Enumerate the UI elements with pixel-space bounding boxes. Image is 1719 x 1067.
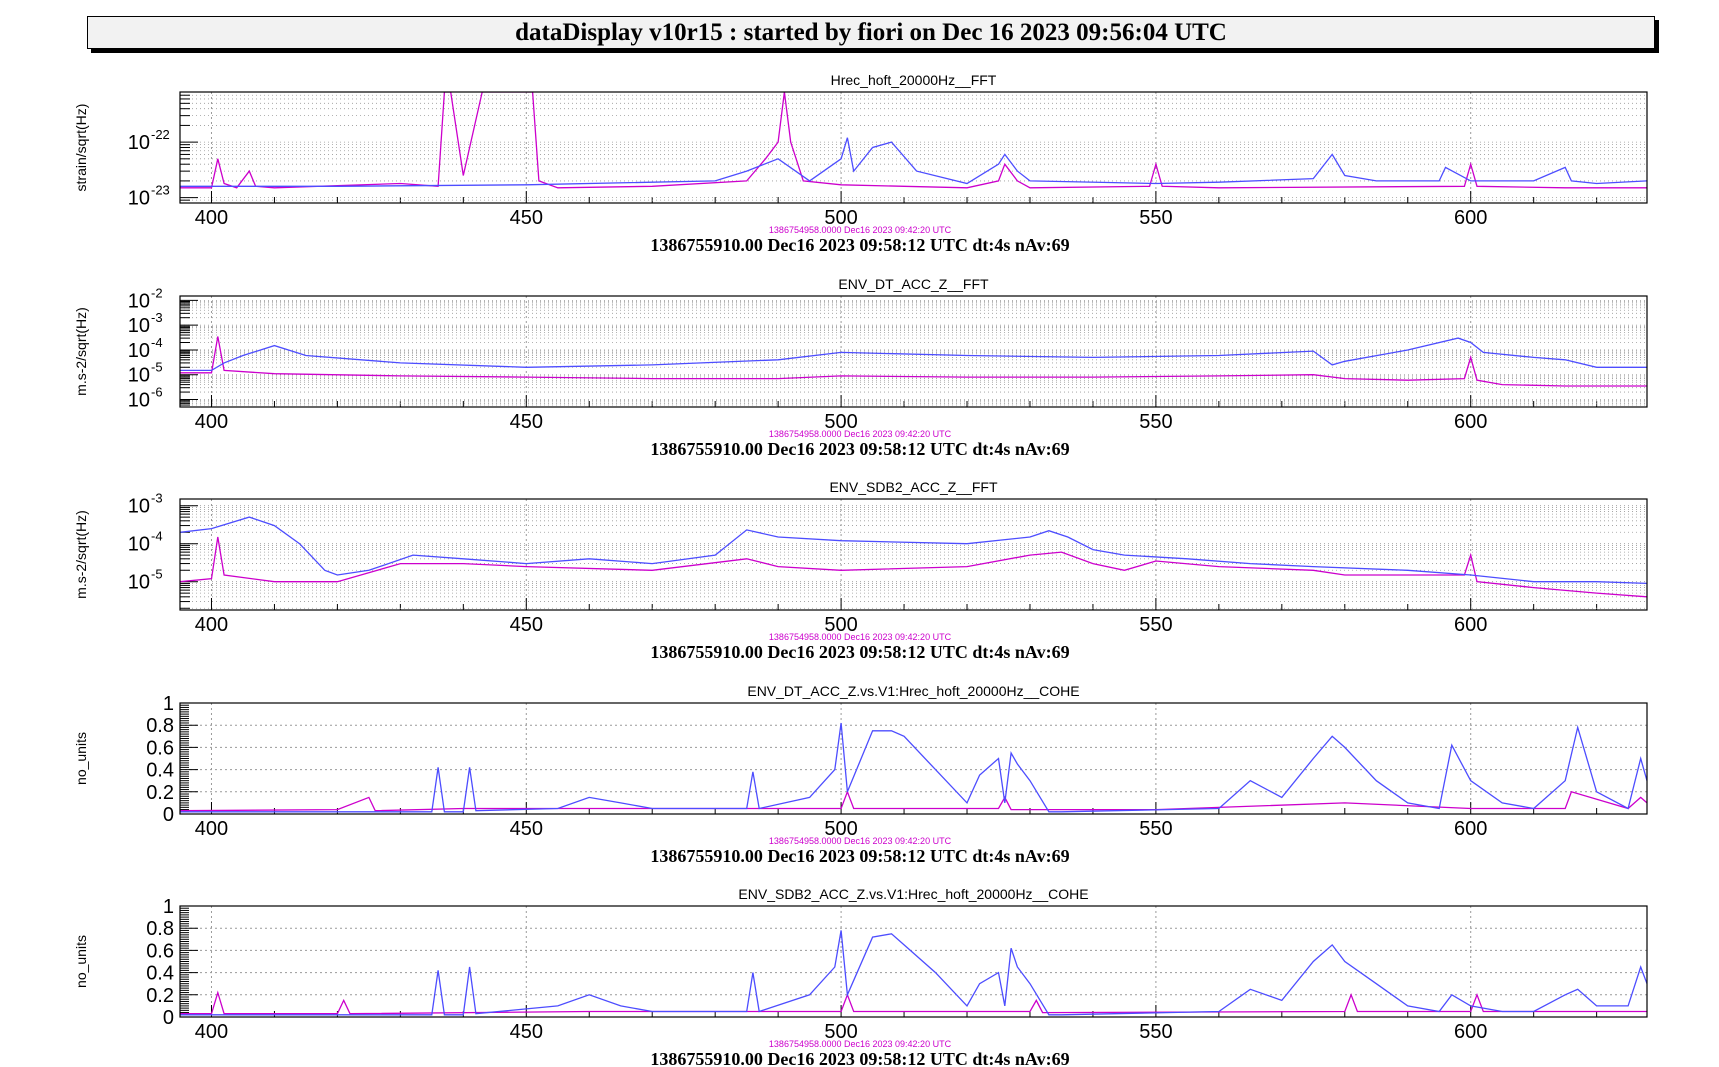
y-tick-exponent: -5 [151, 360, 163, 375]
plot-frame [179, 905, 1648, 1018]
plot-footer: 1386755910.00 Dec16 2023 09:58:12 UTC dt… [650, 846, 1069, 866]
y-tick-exponent: -4 [151, 335, 163, 350]
plot-footer: 1386755910.00 Dec16 2023 09:58:12 UTC dt… [650, 1049, 1069, 1067]
y-axis-label: m.s-2/sqrt(Hz) [73, 307, 89, 396]
x-tick-label: 550 [1139, 411, 1172, 433]
y-axis-label: no_units [73, 732, 89, 785]
y-tick-label: 0.6 [146, 737, 174, 759]
x-tick-label: 450 [510, 1021, 543, 1043]
y-axis-label: strain/sqrt(Hz) [73, 104, 89, 192]
y-tick-exponent: -23 [151, 183, 170, 198]
y-tick-label: 0.4 [146, 760, 174, 782]
y-tick-label: 0.8 [146, 918, 174, 940]
x-tick-label: 450 [510, 207, 543, 229]
y-tick-label: 0.6 [146, 940, 174, 962]
x-tick-label: 400 [195, 614, 228, 636]
x-tick-label: 600 [1454, 818, 1487, 840]
plot-footer: 1386755910.00 Dec16 2023 09:58:12 UTC dt… [650, 439, 1069, 459]
x-tick-label: 500 [824, 1021, 857, 1043]
y-tick-label: 10 [128, 132, 150, 154]
plot-title: Hrec_hoft_20000Hz__FFT [831, 72, 997, 88]
x-tick-label: 450 [510, 614, 543, 636]
x-tick-label: 550 [1139, 1021, 1172, 1043]
y-tick-label: 10 [128, 315, 150, 337]
reference-label: 1386754958.0000 Dec16 2023 09:42:20 UTC [769, 836, 952, 846]
display-title-banner: dataDisplay v10r15 : started by fiori on… [87, 16, 1655, 49]
y-tick-label: 0.8 [146, 715, 174, 737]
y-tick-label: 0 [163, 804, 174, 826]
current-trace [180, 722, 1647, 813]
x-tick-label: 400 [195, 818, 228, 840]
plot-frame [179, 498, 1648, 611]
y-tick-label: 10 [128, 572, 150, 594]
plot-title: ENV_SDB2_ACC_Z__FFT [829, 479, 998, 495]
x-tick-label: 550 [1139, 818, 1172, 840]
reference-trace [180, 536, 1647, 598]
current-trace [180, 516, 1647, 585]
reference-trace [180, 990, 1647, 1015]
y-axis-label: no_units [73, 935, 89, 988]
y-tick-exponent: -5 [151, 567, 163, 582]
y-tick-label: 0 [163, 1007, 174, 1029]
x-tick-label: 400 [195, 411, 228, 433]
reference-trace [180, 92, 1647, 189]
reference-trace [180, 789, 1647, 812]
plot-title: ENV_SDB2_ACC_Z.vs.V1:Hrec_hoft_20000Hz__… [738, 886, 1088, 902]
x-tick-label: 400 [195, 207, 228, 229]
x-tick-label: 500 [824, 614, 857, 636]
x-tick-label: 550 [1139, 207, 1172, 229]
x-tick-label: 500 [824, 207, 857, 229]
y-tick-exponent: -3 [151, 310, 163, 325]
x-tick-label: 600 [1454, 614, 1487, 636]
plot-footer: 1386755910.00 Dec16 2023 09:58:12 UTC dt… [650, 642, 1069, 662]
reference-label: 1386754958.0000 Dec16 2023 09:42:20 UTC [769, 429, 952, 439]
y-tick-exponent: -3 [151, 491, 163, 506]
y-tick-label: 10 [128, 290, 150, 312]
reference-label: 1386754958.0000 Dec16 2023 09:42:20 UTC [769, 1039, 952, 1049]
y-tick-label: 0.2 [146, 985, 174, 1007]
display-title: dataDisplay v10r15 : started by fiori on… [515, 18, 1227, 46]
x-tick-label: 450 [510, 818, 543, 840]
current-trace [180, 337, 1647, 372]
reference-trace [180, 336, 1647, 387]
plot-footer: 1386755910.00 Dec16 2023 09:58:12 UTC dt… [650, 235, 1069, 255]
y-tick-label: 10 [128, 340, 150, 362]
y-tick-label: 10 [128, 188, 150, 210]
x-tick-label: 450 [510, 411, 543, 433]
y-tick-label: 1 [163, 896, 174, 918]
plot-title: ENV_DT_ACC_Z__FFT [838, 276, 989, 292]
y-tick-label: 1 [163, 693, 174, 715]
x-tick-label: 600 [1454, 411, 1487, 433]
y-tick-label: 10 [128, 390, 150, 412]
y-tick-label: 10 [128, 496, 150, 518]
x-tick-label: 600 [1454, 1021, 1487, 1043]
x-tick-label: 400 [195, 1021, 228, 1043]
x-tick-label: 550 [1139, 614, 1172, 636]
y-axis-label: m.s-2/sqrt(Hz) [73, 510, 89, 599]
y-tick-label: 10 [128, 534, 150, 556]
y-tick-exponent: -2 [151, 285, 163, 300]
current-trace [180, 137, 1647, 187]
y-tick-label: 0.2 [146, 782, 174, 804]
x-tick-label: 500 [824, 818, 857, 840]
reference-label: 1386754958.0000 Dec16 2023 09:42:20 UTC [769, 225, 952, 235]
reference-label: 1386754958.0000 Dec16 2023 09:42:20 UTC [769, 632, 952, 642]
y-tick-exponent: -6 [151, 385, 163, 400]
x-tick-label: 600 [1454, 207, 1487, 229]
plot-frame [179, 91, 1648, 204]
plot-frame [179, 702, 1648, 815]
y-tick-label: 10 [128, 365, 150, 387]
x-tick-label: 500 [824, 411, 857, 433]
current-trace [180, 930, 1647, 1016]
y-tick-exponent: -4 [151, 529, 163, 544]
plot-frame [179, 295, 1648, 408]
y-tick-label: 0.4 [146, 963, 174, 985]
y-tick-exponent: -22 [151, 127, 170, 142]
plot-title: ENV_DT_ACC_Z.vs.V1:Hrec_hoft_20000Hz__CO… [747, 683, 1079, 699]
